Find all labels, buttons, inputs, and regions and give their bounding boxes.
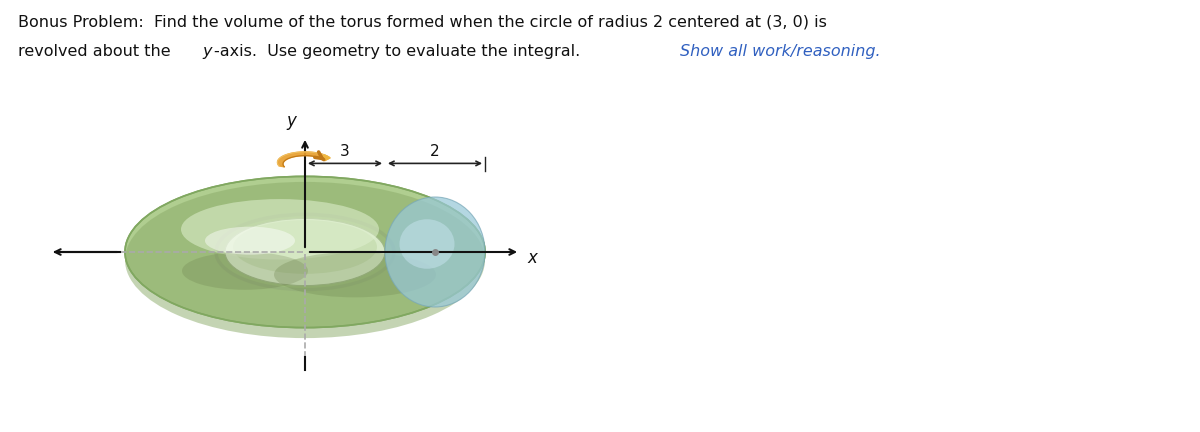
Text: y: y: [203, 44, 212, 59]
Ellipse shape: [233, 220, 377, 274]
Ellipse shape: [385, 197, 485, 307]
Text: 2: 2: [430, 144, 440, 159]
Ellipse shape: [182, 252, 308, 290]
Text: y: y: [286, 112, 296, 130]
Text: Show all work/reasoning.: Show all work/reasoning.: [680, 44, 881, 59]
Polygon shape: [320, 155, 330, 160]
Text: Bonus Problem:  Find the volume of the torus formed when the circle of radius 2 : Bonus Problem: Find the volume of the to…: [18, 14, 827, 29]
Text: 3: 3: [340, 144, 350, 159]
Text: revolved about the: revolved about the: [18, 44, 175, 59]
Text: -axis.  Use geometry to evaluate the integral.: -axis. Use geometry to evaluate the inte…: [214, 44, 595, 59]
Ellipse shape: [125, 176, 485, 327]
Ellipse shape: [181, 199, 379, 260]
Ellipse shape: [400, 219, 455, 269]
Ellipse shape: [274, 252, 436, 297]
Polygon shape: [277, 152, 330, 167]
Ellipse shape: [205, 227, 295, 254]
Ellipse shape: [125, 182, 485, 338]
Text: x: x: [527, 249, 536, 267]
Ellipse shape: [226, 219, 385, 286]
